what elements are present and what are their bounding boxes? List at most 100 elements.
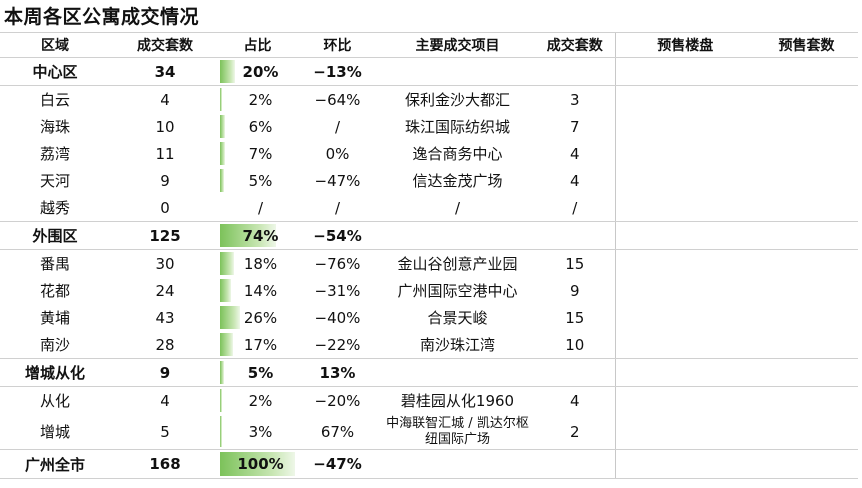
units-cell: 4	[160, 90, 170, 109]
share-data-bar	[220, 416, 223, 447]
share-cell: 2%	[220, 86, 295, 114]
table-row: 天河 9 5% −47% 信达金茂广场 4	[0, 167, 858, 194]
region-cell: 天河	[39, 172, 70, 190]
share-text: 3%	[248, 422, 273, 441]
mom-cell: 13%	[295, 358, 380, 387]
presale-project-cell	[614, 140, 755, 167]
total-row: 广州全市 168 100% −47%	[0, 449, 858, 479]
region-cell: 从化	[39, 392, 70, 410]
share-text: 74%	[242, 226, 279, 245]
mom-cell: −54%	[295, 221, 380, 250]
share-text: /	[257, 198, 264, 217]
table-row: 花都 24 14% −31% 广州国际空港中心 9	[0, 277, 858, 304]
presale-project-cell	[614, 304, 755, 331]
share-text: 5%	[248, 171, 273, 190]
share-data-bar	[220, 389, 223, 412]
header-project: 主要成交项目	[380, 32, 535, 58]
mom-cell: −47%	[295, 449, 380, 479]
project-units-cell: 10	[535, 331, 615, 359]
share-cell: 3%	[220, 414, 295, 450]
project-units-cell	[535, 449, 615, 479]
table-row: 越秀 0// / /	[0, 194, 858, 222]
project-units-cell	[535, 57, 615, 86]
presale-units-cell	[755, 140, 858, 167]
units-cell: 9	[110, 358, 220, 387]
share-cell: 2%	[220, 387, 295, 415]
apartment-sales-table: 区域 成交套数 占比 环比 主要成交项目 成交套数 预售楼盘 预售套数 中心区 3…	[0, 32, 858, 479]
region-cell: 中心区	[0, 57, 110, 86]
units-cell: 5	[110, 414, 220, 450]
share-text: 7%	[248, 144, 273, 163]
presale-project-cell	[614, 414, 755, 450]
project-units-cell: 7	[569, 117, 580, 136]
presale-project-cell	[614, 386, 755, 414]
table-row: 黄埔 43 26% −40% 合景天峻 15	[0, 304, 858, 331]
region-cell: 广州全市	[0, 449, 110, 479]
project-units-cell: 9	[569, 281, 580, 300]
region-cell: 花都	[39, 282, 70, 300]
presale-units-cell	[755, 449, 858, 479]
project-units-cell	[535, 358, 615, 387]
presale-project-cell	[614, 249, 755, 277]
mom-cell: /	[334, 117, 341, 136]
units-cell: 11	[155, 144, 175, 163]
header-row: 区域 成交套数 占比 环比 主要成交项目 成交套数 预售楼盘 预售套数	[0, 32, 858, 58]
region-cell: 越秀	[0, 194, 110, 222]
header-region: 区域	[0, 32, 110, 58]
mom-cell: 67%	[295, 414, 380, 450]
share-text: 5%	[247, 363, 274, 382]
share-data-bar	[220, 88, 223, 111]
region-cell: 黄埔	[39, 309, 70, 327]
mom-cell: −13%	[295, 57, 380, 86]
presale-units-cell	[755, 277, 858, 304]
table-row: 从化 4 2% −20% 碧桂园从化1960 4	[0, 386, 858, 415]
share-data-bar	[220, 252, 234, 275]
table-row: 海珠 10 6% / 珠江国际纺织城 7	[0, 113, 858, 140]
units-cell: 24	[155, 281, 175, 300]
project-units-cell: 3	[569, 90, 580, 109]
share-cell: 14%	[220, 277, 295, 304]
project-cell	[380, 221, 535, 250]
units-cell: 4	[160, 391, 170, 410]
presale-units-cell	[755, 167, 858, 194]
share-cell: 6%	[220, 113, 295, 140]
project-cell: 珠江国际纺织城	[404, 118, 510, 136]
share-cell: /	[220, 194, 295, 222]
presale-units-cell	[755, 331, 858, 359]
project-cell: 碧桂园从化1960	[400, 392, 515, 410]
share-data-bar	[220, 224, 276, 247]
presale-project-cell	[614, 85, 755, 113]
presale-units-cell	[755, 304, 858, 331]
project-cell	[380, 57, 535, 86]
share-cell: 5%	[220, 167, 295, 194]
region-cell: 外围区	[0, 221, 110, 250]
project-cell: 金山谷创意产业园	[397, 255, 518, 273]
region-cell: 增城	[0, 414, 110, 450]
share-cell: 20%	[220, 57, 295, 86]
mom-cell: −47%	[314, 171, 361, 190]
table-row: 白云 4 2% −64% 保利金沙大都汇 3	[0, 85, 858, 114]
share-data-bar	[220, 452, 295, 476]
presale-units-cell	[755, 194, 858, 222]
project-units-cell: 4	[569, 171, 580, 190]
share-data-bar	[220, 60, 235, 83]
project-cell: 广州国际空港中心	[397, 282, 518, 300]
units-cell: 43	[155, 308, 175, 327]
table-row: 增城 5 3% 67% 中海联智汇城 / 凯达尔枢纽国际广场 2	[0, 414, 858, 450]
share-text: 100%	[237, 455, 284, 473]
project-cell: 中海联智汇城 / 凯达尔枢纽国际广场	[380, 414, 535, 450]
presale-units-cell	[755, 414, 858, 450]
units-cell: 28	[110, 331, 220, 359]
presale-project-cell	[614, 194, 755, 222]
share-text: 2%	[248, 391, 273, 410]
table-body: 中心区 34 20% −13% 白云 4 2% −64% 保利金沙大都汇 3 海珠 10 6% / 珠江国际…	[0, 57, 858, 479]
units-cell: 168	[110, 449, 220, 479]
project-cell	[380, 449, 535, 479]
table-row: 番禺 30 18% −76% 金山谷创意产业园 15	[0, 249, 858, 277]
share-text: 26%	[243, 308, 278, 327]
share-data-bar	[220, 306, 240, 329]
project-cell	[380, 358, 535, 387]
share-cell: 7%	[220, 140, 295, 167]
group-row: 中心区 34 20% −13%	[0, 57, 858, 86]
share-cell: 74%	[220, 221, 295, 250]
